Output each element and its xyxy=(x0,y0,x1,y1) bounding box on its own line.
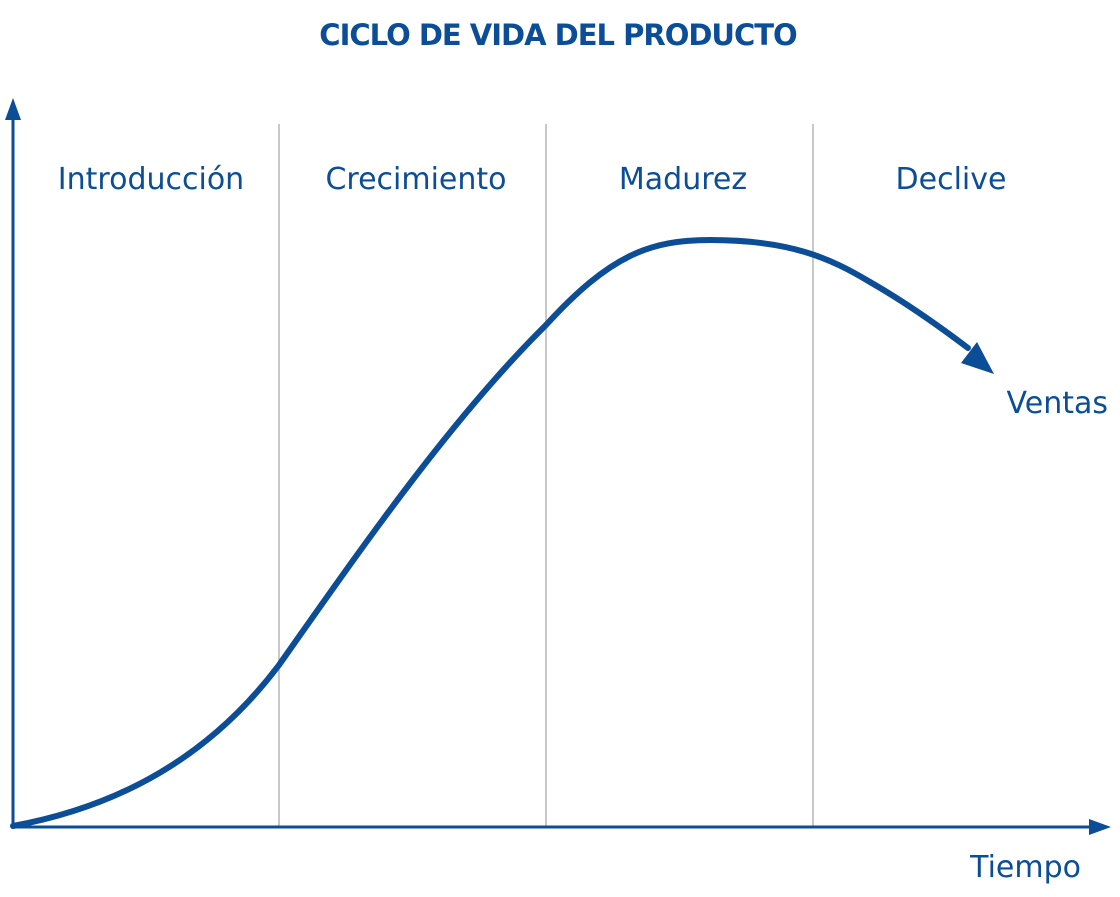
x-axis-arrowhead xyxy=(1089,819,1111,835)
curve-label-ventas: Ventas xyxy=(1007,386,1108,421)
stage-label-introduccion: Introducción xyxy=(58,162,244,197)
sales-curve xyxy=(10,236,971,829)
stage-label-madurez: Madurez xyxy=(619,162,747,197)
y-axis-arrowhead xyxy=(5,98,21,120)
stage-label-declive: Declive xyxy=(896,162,1007,197)
stage-label-crecimiento: Crecimiento xyxy=(325,162,506,197)
x-axis-label: Tiempo xyxy=(969,850,1081,885)
diagram-title: CICLO DE VIDA DEL PRODUCTO xyxy=(319,18,797,52)
sales-curve-arrowhead xyxy=(961,342,994,374)
